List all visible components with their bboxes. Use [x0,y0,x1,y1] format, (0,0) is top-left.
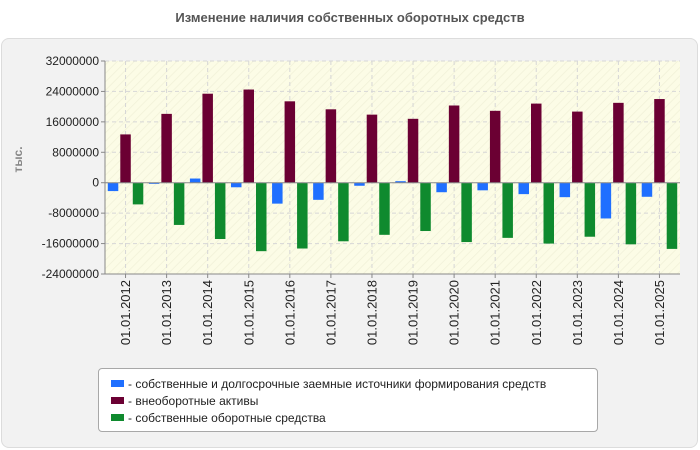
x-tick-label: 01.01.2025 [652,280,667,345]
x-tick-label: 01.01.2021 [488,280,503,345]
bar [613,102,624,183]
chart-title: Изменение наличия собственных оборотных … [175,10,525,25]
legend-swatch [111,397,124,404]
bar [518,182,529,195]
legend-label: - собственные оборотные средства [128,410,326,425]
bar [366,114,378,183]
y-tick-labels: 32000000 24000000 16000000 8000000 0 -8000000… [42,54,100,281]
bar [420,182,431,232]
bar [284,101,296,183]
x-tick-label: 01.01.2018 [364,280,379,345]
x-tick-label: 01.01.2015 [241,280,256,345]
legend-item: - собственные и долгосрочные заемные ист… [111,375,597,392]
y-tick-label: -24000000 [42,267,100,281]
bar [338,182,349,242]
bar [448,105,460,183]
bar [666,182,678,249]
x-tick-label: 01.01.2020 [447,280,462,345]
bar [120,134,131,183]
x-tick-label: 01.01.2012 [118,280,133,345]
legend-swatch [111,414,124,421]
bar [572,111,583,183]
bar [256,182,267,252]
legend-label: - собственные и долгосрочные заемные ист… [128,376,547,391]
bar [148,182,160,184]
bar [489,110,501,183]
bar [202,93,213,183]
x-tick-label: 01.01.2019 [406,280,421,345]
bar [600,182,612,219]
bar [132,182,144,205]
bars [107,89,678,252]
x-tick-labels: 01.01.2012 01.01.2013 01.01.2014 01.01.2015… [118,280,667,345]
legend-item: - внеоборотные активы [111,392,597,409]
x-tick-label: 01.01.2014 [200,280,215,345]
bar [214,182,226,240]
bar [543,182,554,244]
legend-item: - собственные оборотные средства [111,409,597,426]
x-tick-label: 01.01.2022 [529,280,544,345]
y-tick-label: 8000000 [52,145,99,159]
x-tick-label: 01.01.2017 [323,280,338,345]
bar [189,178,201,183]
y-axis-label: тыс. [11,146,25,172]
bar [243,89,254,183]
bar [395,181,406,183]
legend-swatch [111,380,124,387]
y-tick-label: 0 [92,176,99,190]
axes [101,60,680,278]
x-tick-label: 01.01.2024 [611,280,626,345]
x-tick-label: 01.01.2016 [282,280,297,345]
legend: - собственные и долгосрочные заемные ист… [98,368,598,432]
y-tick-label: 32000000 [46,54,100,68]
bar [379,182,390,235]
bar [641,182,653,197]
bar [297,182,308,249]
bar [654,99,665,183]
bar [502,182,513,238]
bar [559,182,571,198]
bar [272,182,283,204]
bar [313,182,324,200]
legend-label: - внеоборотные активы [128,393,259,408]
bar [584,182,596,237]
y-tick-label: -8000000 [48,206,99,220]
bar [354,182,365,186]
x-tick-label: 01.01.2023 [570,280,585,345]
bar [173,182,185,225]
y-tick-label: -16000000 [42,237,100,251]
bar [231,182,242,188]
bar [477,182,488,191]
bar [325,109,337,183]
bar [625,182,637,245]
bar [107,182,119,192]
x-tick-label: 01.01.2013 [159,280,174,345]
bar [461,182,472,243]
y-tick-label: 16000000 [46,115,100,129]
bar [436,182,447,193]
bar [161,113,172,183]
bar [531,103,542,183]
y-tick-label: 24000000 [46,84,100,98]
plot-area [105,61,680,274]
bar [407,118,419,183]
